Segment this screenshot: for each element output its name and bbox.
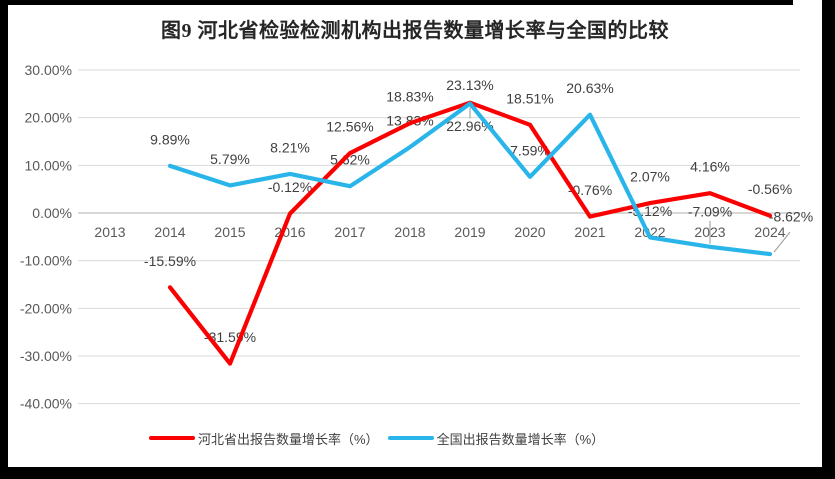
y-axis-tick-label: 10.00% [25,157,72,173]
data-label-national-2019: 22.96% [446,118,493,134]
x-axis-label: 2015 [214,224,245,240]
frame-border-right [822,0,835,479]
data-label-national-2015: 5.79% [210,151,250,167]
data-label-hebei-2022: 2.07% [630,169,670,185]
x-axis-label: 2013 [94,224,125,240]
y-axis-tick-label: 30.00% [25,62,72,78]
data-label-hebei-2016: -0.12% [268,179,312,195]
legend-label-hebei: 河北省出报告数量增长率（%） [198,431,379,447]
data-label-hebei-2017: 12.56% [326,119,373,135]
label-leader-line [773,231,791,253]
x-axis-label: 2017 [334,224,365,240]
data-label-national-2021: 20.63% [566,80,613,96]
y-axis-tick-label: -30.00% [20,348,72,364]
data-label-national-2024: -8.62% [769,209,813,225]
legend-swatch-hebei [149,436,195,440]
frame-border-top [0,0,793,5]
frame-border-left [0,0,8,479]
data-label-national-2018: 13.83% [386,113,433,129]
data-label-hebei-2019: 23.13% [446,77,493,93]
series-line-national [167,101,773,257]
legend: 河北省出报告数量增长率（%） 全国出报告数量增长率（%） [149,429,605,448]
legend-item-national: 全国出报告数量增长率（%） [387,429,605,448]
data-label-hebei-2014: -15.59% [144,253,196,269]
x-axis-label: 2019 [454,224,485,240]
data-label-hebei-2024: -0.56% [748,181,792,197]
legend-label-national: 全国出报告数量增长率（%） [436,431,605,447]
data-label-hebei-2023: 4.16% [690,159,730,175]
y-axis-tick-label: -40.00% [20,396,72,412]
y-axis-tick-label: 20.00% [25,110,72,126]
x-axis-label: 2022 [634,224,665,240]
x-axis-label: 2014 [154,224,185,240]
legend-item-hebei: 河北省出报告数量增长率（%） [149,429,379,448]
frame-border-bottom [0,467,835,479]
data-label-hebei-2018: 18.83% [386,89,433,105]
data-label-national-2020: 7.59% [510,142,550,158]
x-axis-label: 2020 [514,224,545,240]
x-axis-label: 2024 [754,224,785,240]
data-label-hebei-2021: -0.76% [568,182,612,198]
data-label-hebei-2020: 18.51% [506,90,553,106]
y-axis-tick-label: 0.00% [32,205,72,221]
chart-title: 图9 河北省检验检测机构出报告数量增长率与全国的比较 [161,20,669,42]
data-label-national-2014: 9.89% [150,131,190,147]
x-axis-label: 2018 [394,224,425,240]
y-axis-tick-label: -20.00% [20,300,72,316]
x-axis-label: 2021 [574,224,605,240]
legend-swatch-national [387,436,434,440]
data-label-national-2016: 8.21% [270,139,310,155]
data-label-national-2023: -7.09% [688,203,732,219]
y-axis-tick-label: -10.00% [20,253,72,269]
